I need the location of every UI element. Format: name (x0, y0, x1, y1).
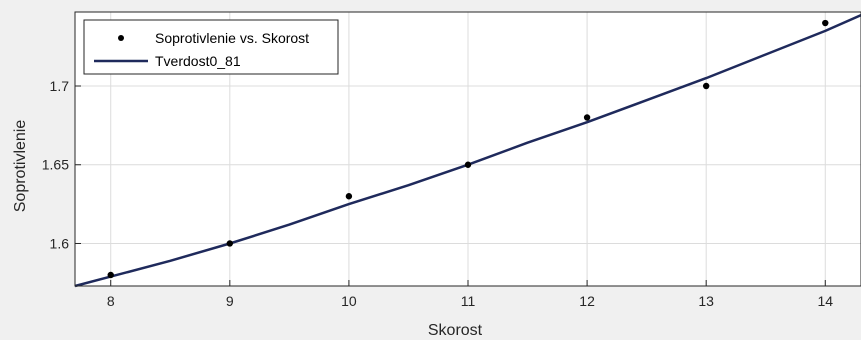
x-tick-label: 14 (817, 293, 833, 309)
x-tick-label: 13 (698, 293, 714, 309)
data-point (345, 193, 353, 200)
legend-marker-points (118, 35, 124, 41)
y-axis-label: Soprotivlenie (12, 120, 29, 213)
data-points-layer (107, 19, 829, 279)
legend: Soprotivlenie vs. Skorost Tverdost0_81 (83, 19, 339, 75)
y-ticks: 1.6 1.65 1.7 (42, 78, 81, 251)
legend-box (83, 19, 339, 75)
legend-label-points: Soprotivlenie vs. Skorost (155, 30, 309, 46)
y-tick-label: 1.7 (50, 78, 70, 94)
data-point (107, 271, 114, 279)
grid (75, 12, 861, 286)
x-tick-label: 11 (461, 293, 476, 309)
y-tick-label: 1.65 (42, 157, 69, 173)
x-tick-label: 9 (226, 293, 234, 309)
x-tick-label: 8 (107, 293, 115, 309)
x-axis-label: Skorost (428, 322, 483, 339)
data-point (702, 82, 710, 90)
data-point (226, 240, 234, 247)
data-point (822, 19, 829, 27)
data-point (583, 114, 591, 121)
x-tick-label: 10 (341, 293, 357, 309)
x-ticks: 8 9 10 11 12 13 14 (107, 280, 833, 309)
y-tick-label: 1.6 (50, 235, 70, 251)
legend-label-line: Tverdost0_81 (155, 53, 241, 69)
data-point (464, 161, 472, 168)
x-tick-label: 12 (579, 293, 595, 309)
